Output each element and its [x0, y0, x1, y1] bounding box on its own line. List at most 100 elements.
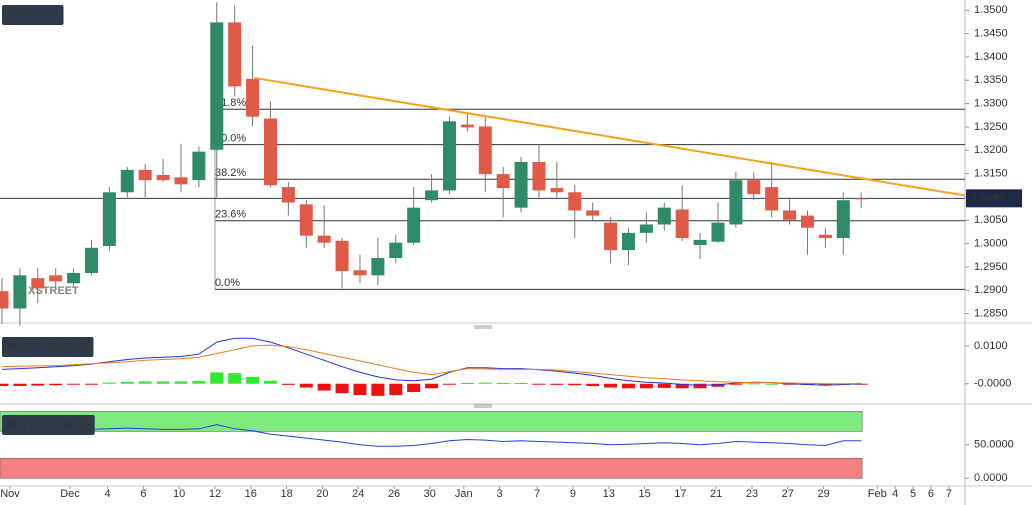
candle-body: [442, 121, 456, 191]
candle-body: [49, 275, 63, 282]
x-tick-label: 9: [570, 488, 576, 500]
candle-body: [496, 174, 510, 189]
candle-body: [263, 118, 277, 186]
histogram-bar: [657, 383, 671, 388]
fib-label: 38.2%: [215, 167, 246, 179]
histogram-bar: [13, 383, 27, 386]
x-tick-label: 7: [534, 488, 540, 500]
candle-body: [765, 187, 779, 211]
grip: [474, 325, 492, 408]
candle-body: [67, 273, 81, 284]
candle-body: [389, 242, 403, 259]
x-tick-label: 16: [245, 488, 257, 500]
candle-body: [818, 234, 832, 238]
candle-body: [657, 207, 671, 225]
candle-body: [371, 258, 385, 276]
candle-body: [210, 22, 224, 150]
histogram-bar: [425, 383, 439, 389]
histogram-bar: [263, 380, 277, 384]
y-tick-label: -0.0000: [974, 378, 1011, 390]
histogram-bar: [747, 383, 761, 385]
histogram-bar: [156, 381, 170, 384]
y-tick-label: 0.0100: [974, 340, 1008, 352]
candle-body: [31, 278, 45, 289]
y-tick-label: 1.3300: [974, 98, 1008, 110]
y-tick-label: 1.2850: [974, 308, 1008, 320]
x-tick-label: 5: [910, 488, 916, 500]
x-tick-label: 3: [497, 488, 503, 500]
x-tick-label: 30: [424, 488, 436, 500]
histogram-bar: [0, 383, 9, 386]
candle-body: [729, 180, 743, 225]
histogram-bar: [765, 383, 779, 385]
x-tick-label: Nov: [0, 488, 20, 500]
last-price-box: [966, 189, 1022, 208]
y-tick-label: 1.3000: [974, 238, 1008, 250]
candle-body: [711, 222, 725, 242]
candle-body: [228, 22, 242, 87]
candle-body: [854, 198, 868, 200]
x-tick-label: 4: [892, 488, 898, 500]
x-tick-label: 18: [280, 488, 292, 500]
y-tick-label: 1.3150: [974, 168, 1008, 180]
y-tick-label: 1.2900: [974, 284, 1008, 296]
histogram-bar: [532, 383, 546, 385]
x-tick-label: 4: [105, 488, 111, 500]
histogram-bar: [675, 383, 689, 389]
candle-body: [693, 239, 707, 245]
panel-label-box: [2, 337, 94, 357]
candle-body: [353, 270, 367, 276]
x-tick-label: Jan: [455, 488, 473, 500]
histogram-bar: [102, 382, 116, 384]
candle-body: [120, 169, 134, 193]
x-tick-label: 13: [603, 488, 615, 500]
candle-body: [281, 187, 295, 203]
fib-label: 0.0%: [215, 277, 240, 289]
histogram-bar: [371, 383, 385, 396]
candle-body: [425, 190, 439, 201]
histogram-bar: [568, 383, 582, 386]
candle-body: [84, 247, 98, 273]
histogram-bar: [586, 383, 600, 386]
candle-body: [13, 275, 27, 309]
y-tick-label: 1.3350: [974, 74, 1008, 86]
y-tick-label: 1.3400: [974, 51, 1008, 63]
x-tick-label: 6: [928, 488, 934, 500]
x-tick-label: Feb: [868, 488, 887, 500]
histogram-bar: [389, 383, 403, 396]
histogram-bar: [67, 383, 81, 385]
histogram-bar: [353, 383, 367, 396]
x-tick-label: Dec: [60, 488, 80, 500]
y-tick-label: 1.3050: [974, 214, 1008, 226]
x-tick-label: 24: [352, 488, 364, 500]
histogram-bar: [49, 383, 63, 386]
x-tick-label: 20: [316, 488, 328, 500]
panel-label: RSI (14,70,30,1): [8, 419, 89, 431]
series-line: [1, 337, 862, 386]
histogram-bar: [317, 383, 331, 391]
histogram-bar: [210, 372, 224, 384]
y-tick-label: 1.3450: [974, 28, 1008, 40]
panel-label-box: [2, 5, 64, 25]
histogram-bar: [478, 382, 492, 384]
histogram-bar: [246, 376, 260, 384]
candle-body: [639, 224, 653, 233]
candle-body: [586, 210, 600, 216]
candle-body: [568, 192, 582, 211]
histogram-bar: [693, 383, 707, 389]
y-tick-label: 1.3500: [974, 4, 1008, 16]
x-tick-label: 10: [173, 488, 185, 500]
y-tick-label: 0.0000: [974, 472, 1008, 484]
x-tick-label: 15: [638, 488, 650, 500]
zone: [0, 411, 863, 432]
candle-body: [675, 209, 689, 238]
y-tick-label: 1.3200: [974, 144, 1008, 156]
histogram-bar: [174, 381, 188, 384]
x-tick-label: 26: [388, 488, 400, 500]
candle-body: [102, 192, 116, 246]
last-price-label: 1.3097: [972, 192, 1006, 204]
series-line: [1, 344, 862, 385]
panel-label: MACD (12,26,9): [8, 341, 87, 353]
candle-body: [460, 124, 474, 128]
